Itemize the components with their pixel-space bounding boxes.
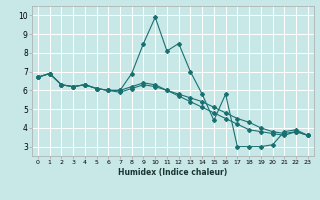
- X-axis label: Humidex (Indice chaleur): Humidex (Indice chaleur): [118, 168, 228, 177]
